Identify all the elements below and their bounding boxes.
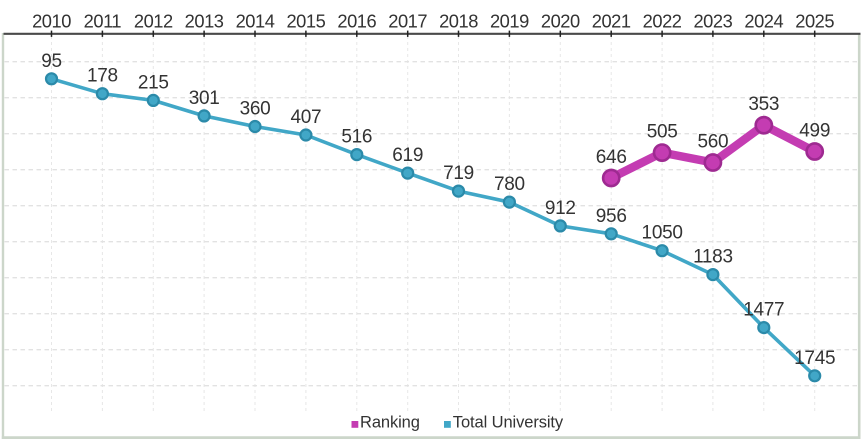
svg-text:1477: 1477 [743, 300, 784, 321]
svg-text:2014: 2014 [236, 11, 275, 32]
svg-text:1050: 1050 [642, 223, 683, 244]
svg-text:499: 499 [799, 121, 830, 142]
svg-text:1183: 1183 [693, 247, 733, 268]
svg-text:2019: 2019 [490, 11, 529, 32]
svg-text:2017: 2017 [388, 11, 427, 32]
svg-text:360: 360 [240, 99, 271, 120]
svg-text:407: 407 [290, 107, 321, 128]
svg-text:780: 780 [494, 174, 525, 195]
svg-text:956: 956 [596, 206, 627, 227]
svg-text:Ranking: Ranking [360, 414, 420, 432]
svg-text:2023: 2023 [693, 11, 732, 32]
svg-text:2025: 2025 [795, 11, 834, 32]
svg-text:2015: 2015 [286, 11, 325, 32]
svg-text:2012: 2012 [134, 11, 173, 32]
svg-text:215: 215 [138, 72, 169, 93]
svg-text:505: 505 [647, 122, 678, 143]
svg-text:912: 912 [545, 198, 576, 219]
svg-text:2010: 2010 [32, 11, 71, 32]
svg-text:2011: 2011 [84, 11, 122, 32]
svg-text:1745: 1745 [794, 348, 835, 369]
svg-text:2024: 2024 [744, 11, 783, 32]
svg-text:95: 95 [41, 51, 62, 72]
svg-text:2021: 2021 [592, 11, 631, 32]
svg-text:619: 619 [392, 145, 423, 166]
svg-text:516: 516 [341, 127, 372, 148]
svg-text:2022: 2022 [643, 11, 682, 32]
svg-text:2020: 2020 [541, 11, 580, 32]
svg-text:560: 560 [697, 132, 728, 153]
svg-text:Total University: Total University [453, 414, 564, 432]
svg-text:301: 301 [189, 88, 220, 109]
svg-text:2016: 2016 [337, 11, 376, 32]
svg-text:719: 719 [443, 163, 474, 184]
svg-text:2013: 2013 [185, 11, 224, 32]
svg-text:178: 178 [87, 66, 118, 87]
svg-text:646: 646 [596, 147, 627, 168]
svg-text:2018: 2018 [439, 11, 478, 32]
svg-text:353: 353 [748, 94, 779, 115]
